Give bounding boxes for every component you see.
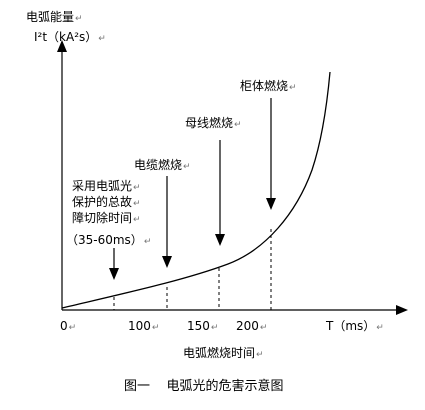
label-cabinet-burning: 柜体燃烧↵ (240, 79, 297, 93)
label-cable-burning: 电缆燃烧↵ (134, 158, 191, 172)
y-axis-title: 电弧能量↵ (26, 10, 83, 24)
label-protection-line2: 保护的总故↵ (72, 195, 141, 209)
label-protection-line1: 采用电弧光↵ (72, 179, 141, 193)
x-axis-unit: T（ms）↵ (326, 319, 384, 333)
label-busbar-burning: 母线燃烧↵ (185, 116, 242, 130)
x-axis-title: 电弧燃烧时间↵ (183, 346, 264, 360)
energy-curve (61, 71, 331, 309)
x-axis-arrowhead (396, 305, 408, 315)
arrow-busbar-head (215, 234, 225, 246)
x-tick-150: 150↵ (187, 319, 219, 333)
label-protection-line3: 障切除时间↵ (72, 211, 141, 225)
arrow-cable-head (162, 256, 172, 268)
arrow-protection-head (109, 268, 119, 280)
x-tick-0: 0↵ (60, 319, 77, 333)
figure-caption: 图一 电弧光的危害示意图 (124, 379, 284, 394)
y-axis-arrowhead (57, 40, 67, 52)
label-protection-line4: （35-60ms）↵ (66, 233, 152, 247)
y-axis-unit: I²t（kA²s）↵ (34, 30, 106, 44)
arrow-cabinet-head (266, 198, 276, 210)
x-tick-100: 100↵ (128, 319, 160, 333)
x-tick-200: 200↵ (236, 319, 268, 333)
